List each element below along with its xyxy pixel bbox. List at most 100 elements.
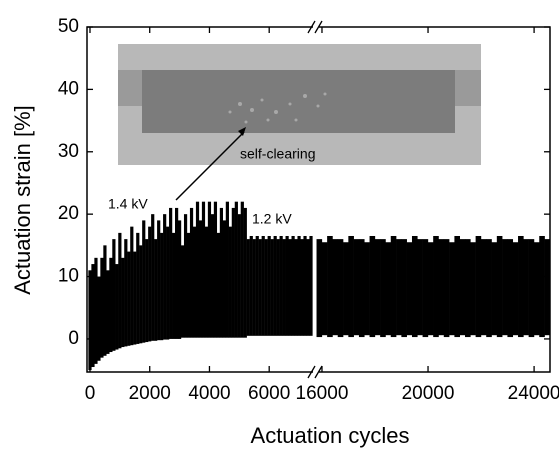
strain-band <box>261 235 265 336</box>
strain-band <box>358 239 365 338</box>
strain-band <box>348 235 354 338</box>
strain-band <box>496 235 503 338</box>
y-tick-label: 10 <box>58 266 79 287</box>
strain-band <box>145 239 149 343</box>
strain-band <box>282 239 286 336</box>
strain-band <box>353 239 360 336</box>
strain-band <box>112 239 116 351</box>
strain-band <box>192 226 197 338</box>
inset-photo <box>118 44 481 165</box>
strain-band <box>258 239 262 336</box>
strain-band <box>151 214 155 341</box>
strain-band <box>243 207 247 338</box>
strain-band <box>300 239 304 336</box>
strain-band <box>427 242 434 336</box>
strain-band <box>396 239 402 336</box>
x-tick-label: 16000 <box>296 383 349 404</box>
strain-band <box>480 239 487 336</box>
strain-band <box>279 235 283 336</box>
strain-band <box>222 220 226 338</box>
x-axis-title: Actuation cycles <box>251 423 410 448</box>
annotation: 1.4 kV <box>108 196 148 212</box>
x-tick-label: 2000 <box>129 383 171 404</box>
strain-band <box>309 235 313 336</box>
strain-band <box>306 239 310 336</box>
strain-band <box>183 214 188 338</box>
strain-band <box>459 239 466 336</box>
strain-band <box>142 220 146 343</box>
strain-band <box>267 235 271 336</box>
axis-break-gap <box>313 20 319 34</box>
strain-band <box>470 242 476 336</box>
strain-band <box>228 226 232 338</box>
strain-band <box>189 207 194 338</box>
annotation: self-clearing <box>240 146 315 162</box>
strain-band <box>103 245 107 356</box>
strain-band <box>294 239 298 336</box>
strain-band <box>100 257 104 358</box>
strain-band <box>207 201 212 338</box>
y-tick-label: 30 <box>58 141 79 162</box>
plot-data <box>88 201 551 371</box>
strain-band <box>417 239 423 336</box>
strain-band <box>127 251 131 346</box>
strain-band <box>166 226 170 340</box>
strain-band <box>169 207 173 339</box>
x-tick-label: 4000 <box>188 383 230 404</box>
strain-band <box>291 235 295 336</box>
strain-band <box>246 239 250 336</box>
strain-band <box>240 201 244 338</box>
y-axis-title: Actuation strain [%] <box>10 105 35 295</box>
strain-band <box>385 242 392 336</box>
strain-band <box>512 242 519 336</box>
axis-break-gap <box>313 365 319 379</box>
y-tick-label: 0 <box>68 328 79 349</box>
strain-band <box>88 270 92 371</box>
x-tick-label: 0 <box>85 383 96 404</box>
y-tick-label: 50 <box>58 16 79 37</box>
strain-band <box>216 232 221 338</box>
strain-band <box>486 239 492 338</box>
strain-band <box>255 235 259 336</box>
strain-band <box>136 232 140 344</box>
strain-band <box>465 239 471 338</box>
strain-band <box>148 226 152 342</box>
strain-band <box>172 232 176 339</box>
strain-band <box>231 207 235 338</box>
strain-band <box>195 201 200 338</box>
strain-band <box>264 239 268 336</box>
strain-band <box>533 242 540 336</box>
strain-band <box>321 242 328 336</box>
strain-band <box>539 235 545 338</box>
strain-band <box>198 220 203 338</box>
strain-band <box>288 239 292 336</box>
strain-band <box>177 220 182 339</box>
strain-band <box>343 242 349 336</box>
photo-spots <box>228 92 327 124</box>
strain-band <box>433 235 439 338</box>
x-tick-label: 6000 <box>248 383 290 404</box>
strain-band <box>201 201 206 338</box>
strain-band <box>115 264 119 350</box>
strain-band <box>303 235 307 336</box>
strain-band <box>160 232 164 341</box>
strain-band <box>422 239 429 338</box>
strain-band <box>139 245 143 344</box>
strain-band <box>502 239 508 336</box>
annotation: 1.2 kV <box>252 211 292 227</box>
strain-band <box>528 239 535 338</box>
strain-band <box>297 235 301 336</box>
strain-band <box>364 242 370 336</box>
strain-band <box>130 226 134 346</box>
strain-band <box>443 239 450 338</box>
x-tick-label: 24000 <box>508 383 559 404</box>
strain-band <box>332 239 339 336</box>
y-tick-label: 40 <box>58 78 79 99</box>
strain-band <box>186 232 191 338</box>
strain-band <box>180 245 185 338</box>
strain-band <box>276 239 280 336</box>
strain-band <box>118 232 122 349</box>
strain-band <box>390 235 397 338</box>
strain-band <box>270 239 274 336</box>
strain-band <box>518 235 524 338</box>
